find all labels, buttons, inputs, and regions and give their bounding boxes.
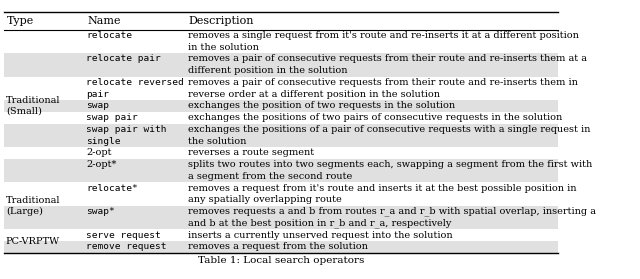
- Text: a segment from the second route: a segment from the second route: [188, 172, 353, 181]
- Text: serve request: serve request: [86, 231, 161, 240]
- Bar: [4, 147, 558, 159]
- Text: Traditional
(Large): Traditional (Large): [6, 196, 60, 216]
- Text: in the solution: in the solution: [188, 43, 259, 52]
- Text: swap pair with: swap pair with: [86, 125, 167, 134]
- Bar: [4, 53, 558, 76]
- Text: pair: pair: [86, 90, 109, 99]
- Text: removes a request from it's route and inserts it at the best possible position i: removes a request from it's route and in…: [188, 184, 577, 193]
- Text: any spatially overlapping route: any spatially overlapping route: [188, 195, 342, 205]
- Text: swap*: swap*: [86, 207, 115, 216]
- Text: different position in the solution: different position in the solution: [188, 66, 348, 75]
- Text: relocate reversed: relocate reversed: [86, 78, 184, 87]
- Text: swap: swap: [86, 102, 109, 110]
- Text: exchanges the positions of two pairs of consecutive requests in the solution: exchanges the positions of two pairs of …: [188, 113, 563, 122]
- Bar: [4, 241, 558, 253]
- Bar: [4, 206, 558, 229]
- Text: Table 1: Local search operators: Table 1: Local search operators: [198, 256, 364, 264]
- Text: relocate*: relocate*: [86, 184, 138, 193]
- Text: removes a single request from it's route and re-inserts it at a different positi: removes a single request from it's route…: [188, 31, 579, 40]
- Text: removes a pair of consecutive requests from their route and re-inserts them in: removes a pair of consecutive requests f…: [188, 78, 578, 87]
- Text: inserts a currently unserved request into the solution: inserts a currently unserved request int…: [188, 231, 453, 240]
- Text: swap pair: swap pair: [86, 113, 138, 122]
- Bar: [4, 76, 558, 100]
- Bar: [4, 100, 558, 112]
- Text: removes a pair of consecutive requests from their route and re-inserts them at a: removes a pair of consecutive requests f…: [188, 54, 588, 63]
- Text: exchanges the position of two requests in the solution: exchanges the position of two requests i…: [188, 102, 456, 110]
- Text: the solution: the solution: [188, 137, 246, 146]
- Text: PC-VRPTW: PC-VRPTW: [6, 237, 60, 246]
- Text: 2-opt*: 2-opt*: [86, 160, 117, 169]
- Bar: [4, 112, 558, 124]
- Text: exchanges the positions of a pair of consecutive requests with a single request : exchanges the positions of a pair of con…: [188, 125, 591, 134]
- Text: single: single: [86, 137, 121, 146]
- Text: relocate: relocate: [86, 31, 132, 40]
- Text: removes requests a and b from routes r_a and r_b with spatial overlap, inserting: removes requests a and b from routes r_a…: [188, 207, 596, 217]
- Text: reverses a route segment: reverses a route segment: [188, 148, 314, 157]
- Bar: [4, 182, 558, 206]
- Text: Type: Type: [7, 16, 34, 26]
- Text: Traditional
(Small): Traditional (Small): [6, 96, 60, 116]
- Text: 2-opt: 2-opt: [86, 148, 112, 157]
- Text: and b at the best position in r_b and r_a, respectively: and b at the best position in r_b and r_…: [188, 218, 452, 228]
- Text: remove request: remove request: [86, 242, 167, 251]
- Text: relocate pair: relocate pair: [86, 54, 161, 63]
- Bar: [4, 124, 558, 147]
- Text: splits two routes into two segments each, swapping a segment from the first with: splits two routes into two segments each…: [188, 160, 593, 169]
- Bar: [4, 159, 558, 182]
- Text: Description: Description: [189, 16, 254, 26]
- Text: Name: Name: [87, 16, 120, 26]
- Text: reverse order at a different position in the solution: reverse order at a different position in…: [188, 90, 440, 99]
- Text: removes a request from the solution: removes a request from the solution: [188, 242, 368, 251]
- Bar: [4, 30, 558, 53]
- Bar: [4, 229, 558, 241]
